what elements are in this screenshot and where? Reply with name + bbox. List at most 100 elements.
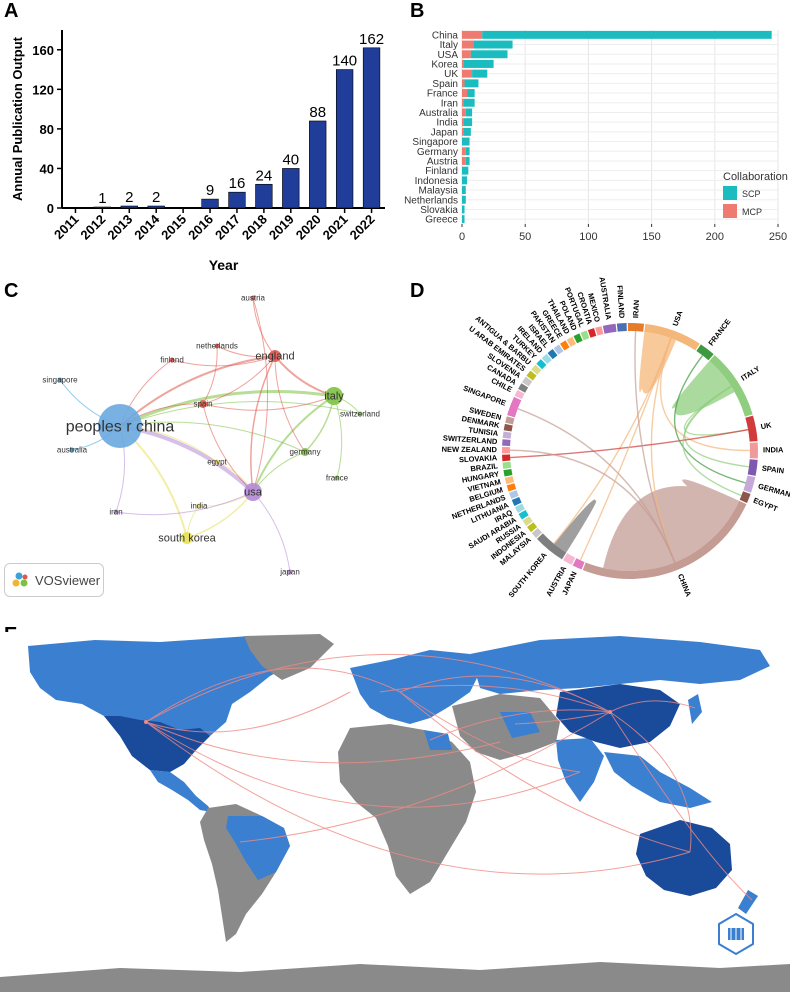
legend-swatch-scp bbox=[723, 186, 737, 200]
chord-arc-SWITZERLAND bbox=[502, 439, 511, 447]
collaboration-links bbox=[145, 653, 753, 901]
chord-diagram: USA FRANCEITALYUKINDIASPAINGERMANYEGYPTCH… bbox=[442, 276, 790, 599]
x-tick-label: 2018 bbox=[239, 212, 270, 243]
land-egypt bbox=[424, 730, 452, 750]
chord-arc-BELGIUM bbox=[506, 483, 517, 492]
bar-scp-Malaysia bbox=[462, 186, 466, 195]
y-tick-label: 0 bbox=[47, 201, 54, 216]
node-label: south korea bbox=[158, 533, 216, 545]
data-label: 162 bbox=[359, 31, 384, 48]
chord-arc-SWEDEN bbox=[505, 416, 515, 425]
chord-arc-FINLAND bbox=[616, 323, 627, 332]
chord-arc-IRAQ bbox=[514, 503, 525, 513]
network-edge bbox=[119, 421, 306, 453]
panel-label-b: B bbox=[410, 0, 425, 22]
node-label: australia bbox=[57, 446, 88, 455]
bar-mcp-Korea bbox=[462, 59, 464, 68]
chord-link bbox=[673, 355, 746, 484]
bar-scp-UK bbox=[472, 69, 488, 78]
y-tick-label: 120 bbox=[32, 82, 54, 97]
x-tick-label: 2019 bbox=[266, 212, 297, 243]
bar-mcp-France bbox=[462, 89, 468, 98]
chord-arc-HUNGARY bbox=[503, 468, 513, 477]
land-australia bbox=[636, 820, 732, 896]
chord-label: EGYPT bbox=[752, 496, 779, 514]
y-tick-label: 40 bbox=[40, 161, 54, 176]
data-label: 2 bbox=[152, 189, 160, 206]
node-india bbox=[196, 503, 202, 509]
land-central-america bbox=[150, 770, 212, 812]
network-edge bbox=[274, 355, 306, 453]
node-usa bbox=[244, 483, 262, 501]
legend-label-scp: SCP bbox=[742, 189, 761, 199]
bar-scp-USA bbox=[470, 50, 508, 59]
bar-2014 bbox=[147, 205, 165, 209]
bar-scp-China bbox=[482, 30, 772, 39]
chord-label: SPAIN bbox=[761, 464, 784, 476]
legend-label-mcp: MCP bbox=[742, 207, 762, 217]
network-edge bbox=[171, 355, 276, 367]
chord-arc-SLOVAKIA bbox=[502, 454, 511, 462]
bar-scp-India bbox=[463, 118, 473, 127]
chord-label: FRANCE bbox=[706, 317, 732, 347]
bar-2016 bbox=[201, 198, 219, 209]
chord-arc-NETHERLANDS bbox=[509, 490, 519, 499]
data-label: 24 bbox=[256, 167, 273, 184]
node-south-korea bbox=[181, 532, 193, 544]
chord-arc-AUSTRALIA bbox=[602, 323, 617, 334]
node-singapore bbox=[57, 377, 63, 383]
node-label: iran bbox=[109, 508, 122, 517]
node-peoples-r-china bbox=[98, 404, 142, 448]
node-label: netherlands bbox=[196, 342, 238, 351]
node-label: peoples r china bbox=[66, 418, 175, 435]
bar-scp-Austria bbox=[465, 156, 470, 165]
y-tick-label: 80 bbox=[40, 122, 54, 137]
land-russia bbox=[470, 636, 770, 694]
chord-arc-ANTIGUA-&-BARBU bbox=[531, 364, 542, 375]
chord-label: INDIA bbox=[763, 445, 784, 454]
node-switzerland bbox=[357, 411, 363, 417]
node-label: switzerland bbox=[340, 410, 380, 419]
bar-scp-Japan bbox=[463, 127, 471, 136]
node-label: spain bbox=[193, 400, 212, 409]
network-edge bbox=[119, 401, 361, 427]
chord-ribbon bbox=[671, 361, 735, 416]
node-label: austria bbox=[241, 294, 266, 303]
y-tick-label: Australia bbox=[419, 108, 458, 119]
bar-scp-Germany bbox=[465, 147, 470, 156]
y-tick-label: Singapore bbox=[412, 137, 458, 148]
y-tick-label: USA bbox=[437, 50, 458, 61]
x-tick-label: 150 bbox=[642, 231, 660, 243]
bar-2017 bbox=[228, 191, 246, 209]
y-tick-label: Indonesia bbox=[415, 176, 459, 187]
network-edge bbox=[252, 395, 335, 493]
chord-label: UK bbox=[760, 420, 773, 431]
node-japan bbox=[287, 569, 293, 575]
bar-scp-Finland bbox=[462, 166, 469, 175]
network-edge bbox=[250, 355, 276, 493]
bar-mcp-Iran bbox=[462, 98, 464, 107]
data-label: 16 bbox=[229, 175, 246, 192]
chord-arc-TURKEY bbox=[536, 359, 547, 370]
vosviewer-logo-icon bbox=[12, 572, 28, 587]
chord-arc-THAILAND bbox=[566, 336, 576, 347]
node-label: finland bbox=[160, 356, 184, 365]
cooccurrence-network: peoples r china italy usa england south kore… bbox=[0, 276, 395, 606]
chord-arc-CANADA bbox=[518, 383, 529, 393]
y-tick-label: Malaysia bbox=[419, 186, 459, 197]
y-tick-label: Greece bbox=[425, 215, 458, 226]
node-netherlands bbox=[214, 343, 220, 349]
x-tick-label: 2014 bbox=[131, 211, 163, 243]
chord-arc-POLAND bbox=[573, 333, 583, 344]
chord-label: TUNISIA bbox=[468, 425, 499, 438]
node-australia bbox=[69, 447, 75, 453]
bar-scp-Australia bbox=[465, 108, 473, 117]
x-tick-label: 200 bbox=[706, 231, 724, 243]
chord-arc-IRAN bbox=[627, 323, 645, 332]
bar-2019 bbox=[282, 168, 300, 209]
x-tick-label: 250 bbox=[769, 231, 787, 243]
land-greenland bbox=[244, 634, 334, 680]
node-france bbox=[334, 475, 340, 481]
land-middle-east bbox=[452, 694, 560, 760]
land-new-zealand bbox=[738, 890, 758, 914]
